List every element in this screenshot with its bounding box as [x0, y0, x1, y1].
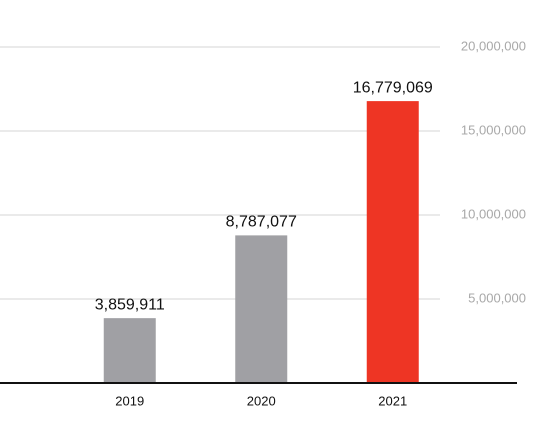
y-tick-label: 5,000,000: [468, 290, 526, 305]
y-tick-label: 20,000,000: [461, 38, 526, 53]
value-label: 3,859,911: [95, 296, 165, 313]
x-tick-label: 2020: [247, 393, 276, 408]
x-tick-label: 2019: [115, 393, 144, 408]
bar: [103, 318, 156, 383]
x-tick-label: 2021: [378, 393, 407, 408]
y-tick-label: 15,000,000: [461, 122, 526, 137]
bar: [235, 235, 288, 383]
value-label: 16,779,069: [353, 79, 433, 96]
y-tick-label: 10,000,000: [461, 206, 526, 221]
bar: [366, 101, 419, 384]
value-label: 8,787,077: [226, 214, 297, 231]
